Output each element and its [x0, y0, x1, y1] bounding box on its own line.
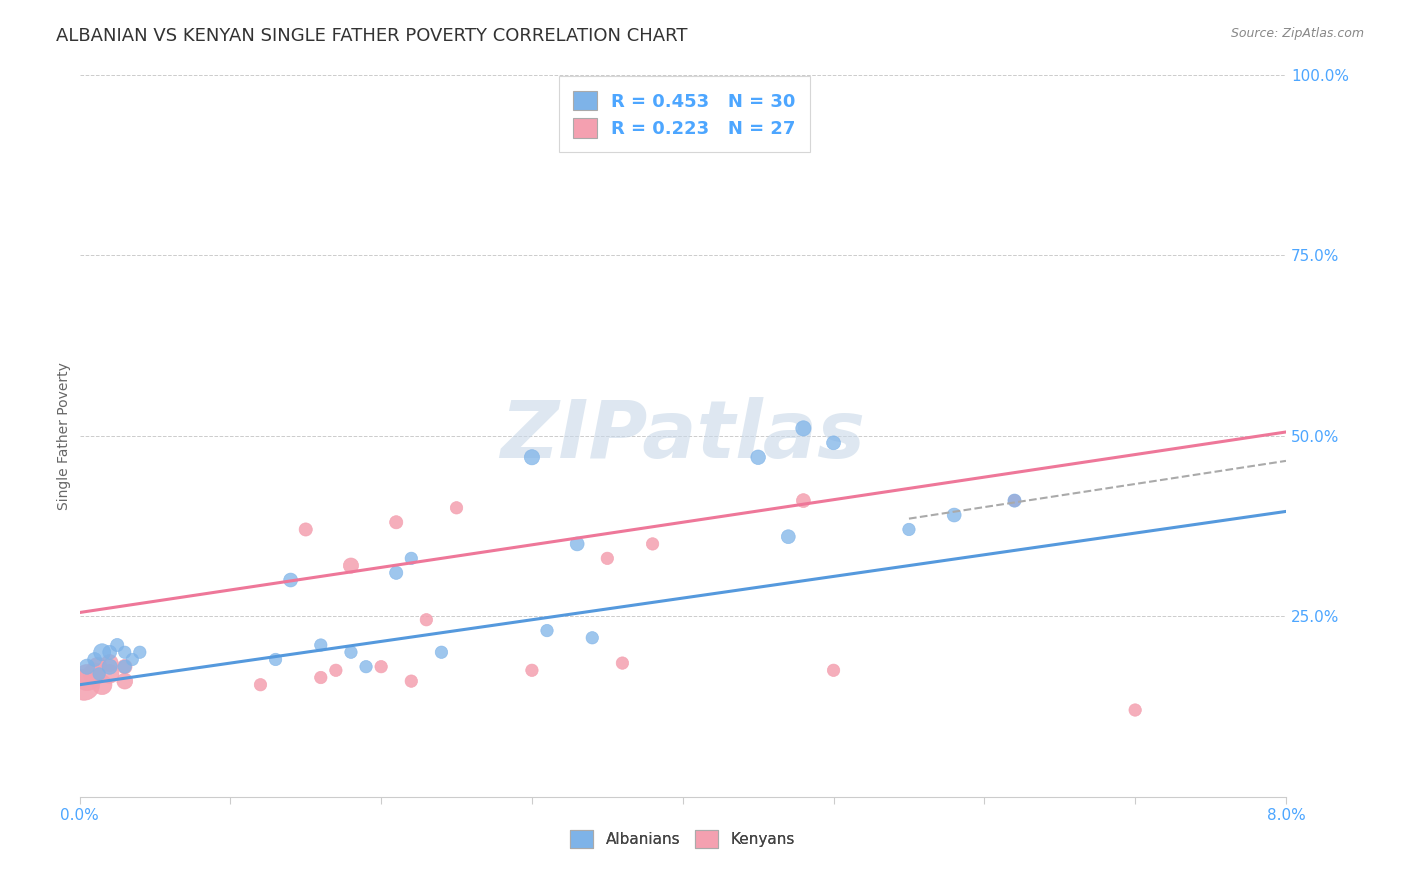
Point [91, 645, 114, 659]
Point [264, 652, 287, 666]
Point [641, 537, 664, 551]
Point [401, 551, 423, 566]
Point [91, 678, 114, 692]
Point [823, 663, 845, 677]
Point [520, 663, 543, 677]
Point [83, 667, 105, 681]
Y-axis label: Single Father Poverty: Single Father Poverty [58, 361, 72, 509]
Point [76, 659, 98, 673]
Point [83, 652, 105, 666]
Point [340, 645, 363, 659]
Point [792, 421, 814, 435]
Point [401, 674, 423, 689]
Point [340, 558, 363, 573]
Point [415, 613, 437, 627]
Point [536, 624, 558, 638]
Point [73, 678, 96, 692]
Point [128, 645, 150, 659]
Point [897, 523, 920, 537]
Point [114, 659, 136, 673]
Point [309, 638, 332, 652]
Point [121, 652, 143, 666]
Point [792, 493, 814, 508]
Point [596, 551, 619, 566]
Text: ALBANIAN VS KENYAN SINGLE FATHER POVERTY CORRELATION CHART: ALBANIAN VS KENYAN SINGLE FATHER POVERTY… [56, 27, 688, 45]
Point [354, 659, 377, 673]
Legend: Albanians, Kenyans: Albanians, Kenyans [564, 824, 801, 854]
Point [430, 645, 453, 659]
Point [370, 659, 392, 673]
Point [581, 631, 603, 645]
Point [114, 645, 136, 659]
Point [747, 450, 769, 465]
Point [446, 500, 468, 515]
Point [76, 671, 98, 685]
Point [98, 659, 121, 673]
Point [98, 656, 121, 670]
Point [1123, 703, 1146, 717]
Point [1004, 493, 1026, 508]
Point [1004, 493, 1026, 508]
Point [294, 523, 316, 537]
Point [114, 674, 136, 689]
Point [86, 659, 108, 673]
Point [105, 638, 128, 652]
Point [778, 530, 800, 544]
Point [98, 645, 121, 659]
Point [98, 667, 121, 681]
Point [249, 678, 271, 692]
Point [520, 450, 543, 465]
Text: Source: ZipAtlas.com: Source: ZipAtlas.com [1230, 27, 1364, 40]
Point [385, 566, 408, 580]
Point [280, 573, 302, 587]
Point [567, 537, 589, 551]
Point [385, 515, 408, 529]
Point [612, 656, 634, 670]
Point [943, 508, 966, 522]
Point [325, 663, 347, 677]
Point [309, 671, 332, 685]
Point [87, 667, 110, 681]
Text: ZIPatlas: ZIPatlas [501, 397, 865, 475]
Point [823, 435, 845, 450]
Point [114, 659, 136, 673]
